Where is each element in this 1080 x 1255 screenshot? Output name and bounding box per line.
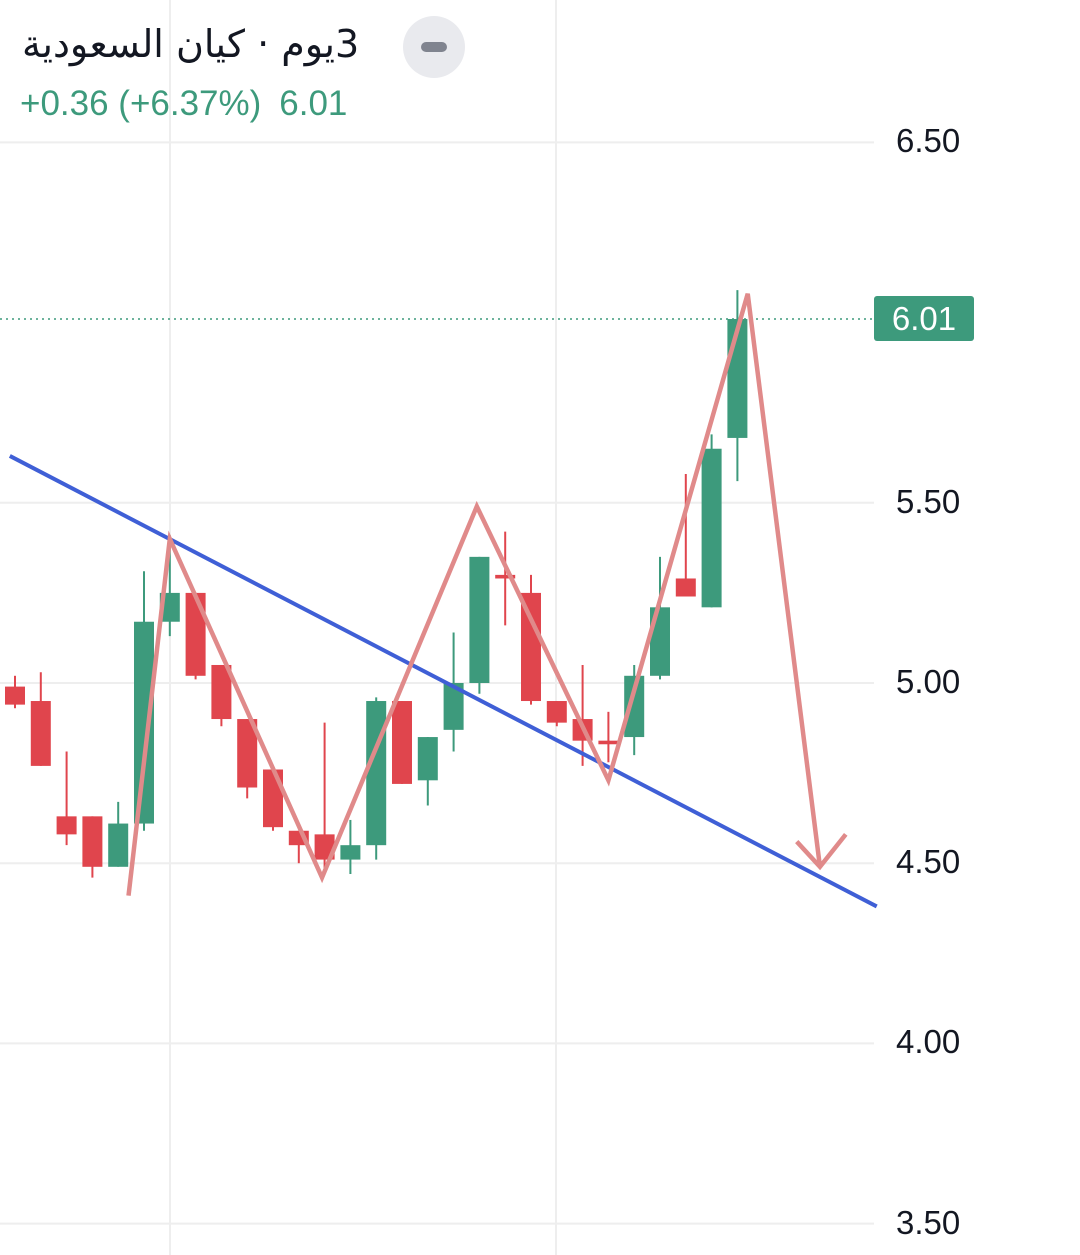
candle-body — [469, 556, 490, 683]
candles-layer — [5, 290, 748, 878]
candle-body — [495, 574, 516, 579]
minus-icon — [421, 42, 447, 52]
last-price: 6.01 — [279, 84, 348, 123]
candle — [108, 801, 129, 867]
y-tick-label: 6.50 — [896, 122, 961, 160]
candle-body — [624, 675, 645, 738]
candle — [30, 672, 51, 766]
candle — [546, 701, 567, 727]
last-price-tag: 6.01 — [874, 296, 974, 341]
arrowhead — [795, 832, 848, 871]
candle — [134, 571, 154, 831]
candle — [701, 434, 722, 608]
candle-body — [82, 816, 103, 867]
candle-body — [675, 578, 696, 597]
candle-body — [263, 769, 283, 828]
candle — [340, 819, 361, 875]
candle — [185, 592, 206, 680]
candle — [5, 675, 25, 709]
candle — [521, 574, 541, 705]
candle — [237, 719, 258, 799]
candle — [314, 722, 335, 871]
candle-body — [701, 448, 722, 608]
candle-body — [185, 592, 206, 676]
candle-body — [134, 621, 154, 824]
candle — [82, 816, 103, 878]
candle — [366, 697, 387, 860]
price-change-row: +0.36 (+6.37%) 6.01 — [20, 84, 365, 124]
candle — [675, 473, 696, 597]
y-tick-label: 5.00 — [896, 663, 961, 700]
candle-body — [598, 740, 619, 745]
candle-body — [521, 592, 541, 702]
candle — [392, 701, 412, 784]
candle-body — [56, 816, 77, 835]
candle-body — [237, 719, 258, 788]
candle-body — [30, 701, 51, 766]
candle — [211, 664, 232, 727]
candle — [495, 531, 516, 626]
candle-body — [211, 664, 232, 720]
candle — [624, 664, 645, 756]
candle-body — [366, 701, 387, 846]
candle — [443, 632, 464, 752]
drawings-layer — [8, 293, 878, 909]
chart-title: 3يوم · كيان السعودية — [22, 22, 360, 66]
candle — [469, 556, 490, 694]
candle — [598, 711, 619, 763]
candle — [417, 737, 438, 806]
y-tick-label: 5.50 — [896, 482, 961, 520]
y-tick-label: 3.50 — [896, 1203, 961, 1241]
y-tick-label: 4.00 — [896, 1023, 961, 1061]
candle-body — [443, 683, 464, 730]
candle-body — [546, 701, 567, 723]
candle-body — [108, 823, 129, 867]
pattern-zigzag — [126, 293, 823, 896]
candle-body — [417, 737, 438, 781]
trendline — [8, 454, 878, 909]
candle-body — [5, 686, 25, 705]
grid-layer — [0, 0, 874, 1255]
y-tick-label: 4.50 — [896, 843, 961, 881]
candle — [56, 751, 77, 846]
price-change: +0.36 (+6.37%) — [20, 84, 262, 123]
candle-body — [340, 845, 361, 860]
candle-body — [314, 834, 335, 860]
collapse-button[interactable] — [403, 16, 465, 78]
candle-body — [392, 701, 412, 784]
